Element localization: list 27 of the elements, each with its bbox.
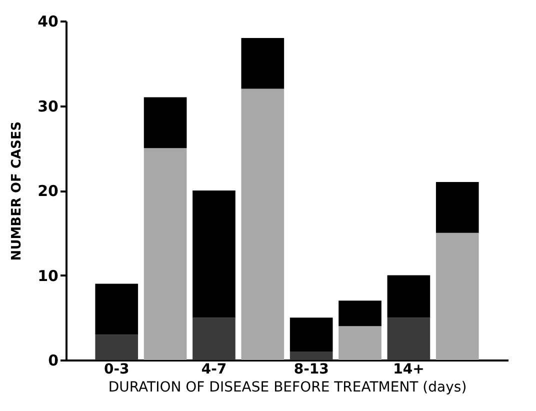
x-tick-label: 14+: [393, 362, 424, 378]
bar: [241, 88, 284, 360]
bar: [436, 232, 479, 360]
x-tick-label: 8-13: [294, 362, 329, 378]
bar: [192, 318, 236, 360]
bar: [290, 352, 333, 360]
bar: [290, 318, 333, 352]
y-tick-label: 10: [38, 266, 58, 285]
x-tick-label: 0-3: [104, 362, 130, 378]
bar: [387, 318, 430, 360]
bar: [436, 182, 479, 233]
bar: [338, 300, 382, 326]
bar: [95, 334, 138, 360]
y-tick-label: 30: [38, 97, 58, 116]
x-axis-title: DURATION OF DISEASE BEFORE TREATMENT (days): [108, 380, 467, 396]
bar: [95, 284, 138, 335]
bar: [192, 190, 236, 318]
y-axis-title: NUMBER OF CASES: [10, 121, 25, 261]
bar: [387, 275, 430, 318]
x-tick-label: 4-7: [201, 362, 227, 378]
y-tick-label: 0: [48, 352, 58, 370]
y-tick-label: 40: [38, 12, 58, 30]
bar: [144, 97, 187, 148]
bar: [241, 38, 284, 89]
bar: [338, 326, 382, 360]
y-tick-label: 20: [38, 182, 58, 200]
bar: [144, 148, 187, 360]
